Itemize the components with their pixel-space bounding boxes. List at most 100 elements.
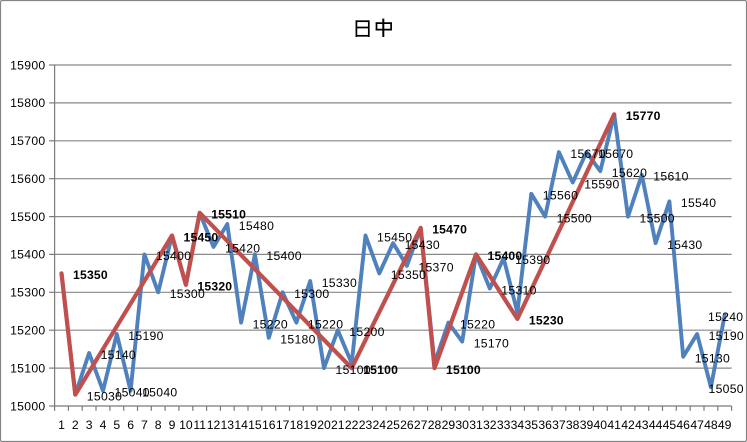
svg-text:15100: 15100 — [363, 363, 398, 377]
svg-text:45: 45 — [663, 418, 677, 432]
svg-text:15390: 15390 — [515, 253, 550, 267]
svg-text:46: 46 — [676, 418, 690, 432]
svg-text:15190: 15190 — [128, 329, 163, 343]
svg-text:29: 29 — [442, 418, 456, 432]
svg-text:15100: 15100 — [10, 361, 45, 375]
svg-text:15230: 15230 — [529, 314, 564, 328]
svg-text:15420: 15420 — [225, 242, 260, 256]
svg-text:47: 47 — [690, 418, 704, 432]
svg-text:15470: 15470 — [432, 223, 467, 237]
svg-text:1: 1 — [58, 418, 65, 432]
svg-text:15350: 15350 — [73, 268, 108, 282]
svg-text:15600: 15600 — [10, 172, 45, 186]
svg-text:15140: 15140 — [101, 348, 136, 362]
svg-text:15900: 15900 — [10, 58, 45, 72]
svg-text:25: 25 — [386, 418, 400, 432]
svg-text:15370: 15370 — [418, 261, 453, 275]
svg-text:15500: 15500 — [10, 210, 45, 224]
svg-text:15170: 15170 — [474, 336, 509, 350]
svg-text:15620: 15620 — [612, 166, 647, 180]
svg-text:15030: 15030 — [87, 389, 122, 403]
svg-text:15220: 15220 — [460, 317, 495, 331]
svg-text:15610: 15610 — [653, 170, 688, 184]
svg-text:15000: 15000 — [10, 399, 45, 413]
svg-text:15670: 15670 — [598, 147, 633, 161]
svg-text:15400: 15400 — [156, 249, 191, 263]
svg-text:15100: 15100 — [446, 363, 481, 377]
svg-text:6: 6 — [127, 418, 134, 432]
svg-text:31: 31 — [469, 418, 483, 432]
svg-text:15240: 15240 — [708, 310, 743, 324]
svg-text:21: 21 — [331, 418, 345, 432]
svg-text:15430: 15430 — [667, 238, 702, 252]
svg-text:33: 33 — [497, 418, 511, 432]
svg-text:16: 16 — [262, 418, 276, 432]
svg-text:15560: 15560 — [543, 189, 578, 203]
svg-text:41: 41 — [607, 418, 621, 432]
svg-text:38: 38 — [566, 418, 580, 432]
svg-text:18: 18 — [290, 418, 304, 432]
svg-text:40: 40 — [594, 418, 608, 432]
svg-text:35: 35 — [525, 418, 539, 432]
svg-text:15220: 15220 — [253, 317, 288, 331]
svg-text:20: 20 — [317, 418, 331, 432]
svg-text:28: 28 — [428, 418, 442, 432]
svg-text:15350: 15350 — [391, 268, 426, 282]
svg-text:39: 39 — [580, 418, 594, 432]
svg-text:15: 15 — [248, 418, 262, 432]
svg-text:17: 17 — [276, 418, 290, 432]
svg-text:48: 48 — [704, 418, 718, 432]
svg-text:10: 10 — [179, 418, 193, 432]
svg-text:15430: 15430 — [405, 238, 440, 252]
svg-text:15450: 15450 — [377, 230, 412, 244]
svg-text:19: 19 — [303, 418, 317, 432]
svg-text:15800: 15800 — [10, 96, 45, 110]
svg-text:36: 36 — [538, 418, 552, 432]
svg-text:12: 12 — [207, 418, 221, 432]
svg-text:7: 7 — [141, 418, 148, 432]
svg-text:15310: 15310 — [501, 283, 536, 297]
svg-text:44: 44 — [649, 418, 663, 432]
svg-text:15100: 15100 — [336, 363, 371, 377]
svg-text:9: 9 — [169, 418, 176, 432]
svg-text:23: 23 — [359, 418, 373, 432]
svg-text:15480: 15480 — [239, 219, 274, 233]
svg-text:15770: 15770 — [626, 109, 661, 123]
svg-text:15220: 15220 — [308, 317, 343, 331]
svg-text:11: 11 — [193, 418, 206, 432]
svg-text:15130: 15130 — [695, 352, 730, 366]
svg-text:15050: 15050 — [709, 382, 744, 396]
svg-text:15540: 15540 — [681, 196, 716, 210]
svg-text:14: 14 — [234, 418, 248, 432]
svg-text:3: 3 — [86, 418, 93, 432]
svg-text:43: 43 — [635, 418, 649, 432]
svg-text:26: 26 — [400, 418, 414, 432]
svg-text:37: 37 — [552, 418, 566, 432]
svg-text:15450: 15450 — [184, 230, 219, 244]
svg-text:15400: 15400 — [10, 248, 45, 262]
svg-text:15400: 15400 — [266, 249, 301, 263]
svg-text:15700: 15700 — [10, 134, 45, 148]
svg-text:15300: 15300 — [10, 286, 45, 300]
svg-text:15300: 15300 — [170, 287, 205, 301]
svg-text:15320: 15320 — [197, 280, 232, 294]
svg-text:5: 5 — [113, 418, 120, 432]
svg-text:13: 13 — [221, 418, 235, 432]
svg-text:49: 49 — [718, 418, 732, 432]
svg-text:15300: 15300 — [294, 287, 329, 301]
svg-text:15510: 15510 — [211, 208, 246, 222]
svg-text:8: 8 — [155, 418, 162, 432]
svg-text:22: 22 — [345, 418, 359, 432]
svg-text:15500: 15500 — [640, 211, 675, 225]
svg-text:24: 24 — [373, 418, 387, 432]
svg-text:42: 42 — [621, 418, 635, 432]
svg-text:30: 30 — [455, 418, 469, 432]
svg-text:15500: 15500 — [557, 211, 592, 225]
svg-text:15200: 15200 — [10, 324, 45, 338]
svg-text:15200: 15200 — [349, 325, 384, 339]
svg-text:15190: 15190 — [709, 329, 744, 343]
svg-text:15670: 15670 — [570, 147, 605, 161]
svg-text:32: 32 — [483, 418, 497, 432]
svg-text:15040: 15040 — [115, 386, 150, 400]
svg-text:27: 27 — [414, 418, 428, 432]
